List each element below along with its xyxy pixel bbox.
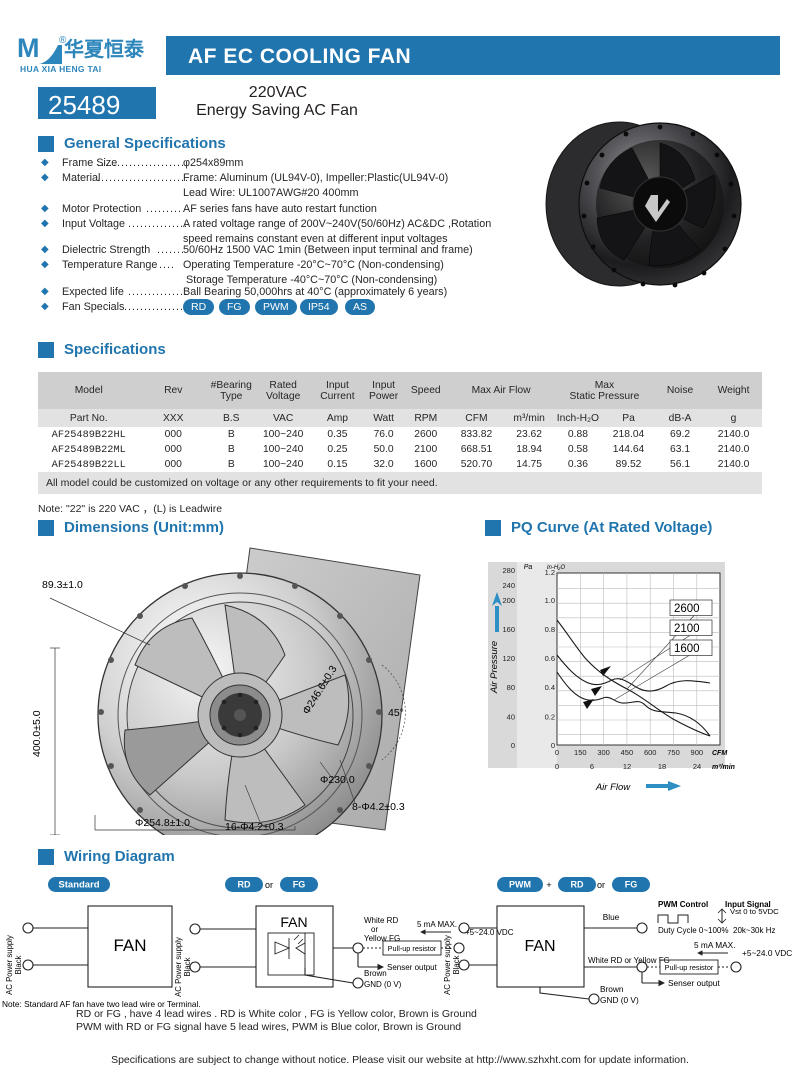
svg-text:+5~24.0 VDC: +5~24.0 VDC [742, 948, 792, 958]
svg-text:900: 900 [691, 748, 704, 757]
svg-text:280: 280 [502, 566, 515, 575]
svg-text:0.6: 0.6 [545, 654, 555, 663]
svg-text:or: or [265, 880, 273, 890]
svg-text:750: 750 [667, 748, 680, 757]
svg-text:FAN: FAN [280, 914, 307, 930]
svg-text:Black: Black [14, 955, 23, 974]
svg-text:1600: 1600 [674, 643, 700, 655]
svg-text:Φ254.8±1.0: Φ254.8±1.0 [135, 817, 190, 829]
svg-text:FAN: FAN [524, 938, 555, 955]
svg-text:FG: FG [293, 880, 306, 890]
svg-text:5 mA MAX.: 5 mA MAX. [417, 920, 457, 929]
svg-text:+5~24.0 VDC: +5~24.0 VDC [465, 928, 514, 937]
svg-text:20k~30k Hz: 20k~30k Hz [733, 926, 775, 935]
svg-text:+: + [546, 880, 551, 890]
svg-text:300: 300 [597, 748, 610, 757]
svg-text:Φ230.0: Φ230.0 [320, 774, 355, 786]
svg-text:0: 0 [555, 762, 559, 771]
svg-text:45°: 45° [388, 707, 404, 719]
svg-text:GND (0 V): GND (0 V) [364, 980, 402, 989]
svg-text:Black: Black [452, 955, 461, 974]
svg-text:18: 18 [658, 762, 666, 771]
svg-text:12: 12 [623, 762, 631, 771]
svg-text:150: 150 [574, 748, 587, 757]
svg-text:16-Φ4.2±0.3: 16-Φ4.2±0.3 [225, 821, 284, 833]
svg-text:AC Power supply: AC Power supply [5, 935, 14, 995]
svg-text:RD: RD [571, 880, 584, 890]
svg-text:Pull-up resistor: Pull-up resistor [665, 963, 714, 972]
svg-text:Air Flow: Air Flow [595, 782, 631, 793]
svg-text:2100: 2100 [674, 623, 700, 635]
svg-text:2600: 2600 [674, 603, 700, 615]
svg-text:450: 450 [621, 748, 634, 757]
svg-text:6: 6 [590, 762, 594, 771]
svg-text:240: 240 [502, 581, 515, 590]
svg-text:200: 200 [502, 596, 515, 605]
svg-text:Black: Black [183, 957, 192, 976]
svg-text:Air Pressure: Air Pressure [489, 641, 500, 694]
svg-text:Senser output: Senser output [387, 963, 438, 972]
svg-text:AC Power supply: AC Power supply [174, 937, 183, 997]
svg-text:Blue: Blue [603, 912, 620, 922]
svg-text:0: 0 [511, 741, 515, 750]
svg-text:Standard: Standard [58, 880, 99, 891]
svg-text:GND (0 V): GND (0 V) [600, 995, 639, 1005]
svg-text:White RD: White RD [364, 916, 398, 925]
svg-text:or: or [371, 925, 378, 934]
svg-text:CFM: CFM [712, 750, 727, 757]
svg-text:PWM Control: PWM Control [658, 900, 708, 909]
svg-text:Duty Cycle 0~100%: Duty Cycle 0~100% [658, 926, 728, 935]
svg-text:600: 600 [644, 748, 657, 757]
svg-text:120: 120 [502, 654, 515, 663]
svg-text:40: 40 [507, 713, 515, 722]
svg-text:Pa: Pa [524, 564, 533, 571]
svg-text:In-H₂O: In-H₂O [547, 565, 566, 571]
svg-text:400.0±5.0: 400.0±5.0 [31, 710, 43, 757]
svg-text:m³/min: m³/min [712, 764, 735, 771]
svg-text:Brown: Brown [600, 984, 624, 994]
svg-text:0.8: 0.8 [545, 625, 555, 634]
svg-text:5 mA MAX.: 5 mA MAX. [694, 940, 736, 950]
svg-text:24: 24 [693, 762, 701, 771]
svg-text:White RD or Yellow FG: White RD or Yellow FG [588, 956, 670, 965]
svg-text:89.3±1.0: 89.3±1.0 [42, 579, 83, 591]
svg-text:AC Power supply: AC Power supply [443, 935, 452, 995]
svg-text:80: 80 [507, 683, 515, 692]
svg-text:Pull-up resistor: Pull-up resistor [388, 944, 437, 953]
svg-text:8-Φ4.2±0.3: 8-Φ4.2±0.3 [352, 801, 405, 813]
svg-text:Yellow FG: Yellow FG [364, 934, 400, 943]
svg-text:Senser output: Senser output [668, 978, 720, 988]
svg-text:0.2: 0.2 [545, 713, 555, 722]
svg-text:M: M [18, 33, 40, 63]
svg-text:FAN: FAN [113, 936, 146, 955]
svg-text:Vst 0 to 5VDC: Vst 0 to 5VDC [730, 907, 779, 916]
svg-text:0: 0 [555, 748, 559, 757]
svg-text:FG: FG [625, 880, 638, 890]
svg-text:Brown: Brown [364, 969, 387, 978]
svg-text:0.4: 0.4 [545, 683, 555, 692]
svg-text:160: 160 [502, 625, 515, 634]
svg-text:RD: RD [238, 880, 251, 890]
svg-text:or: or [597, 880, 605, 890]
svg-text:PWM: PWM [509, 880, 531, 890]
svg-text:1.0: 1.0 [545, 596, 555, 605]
